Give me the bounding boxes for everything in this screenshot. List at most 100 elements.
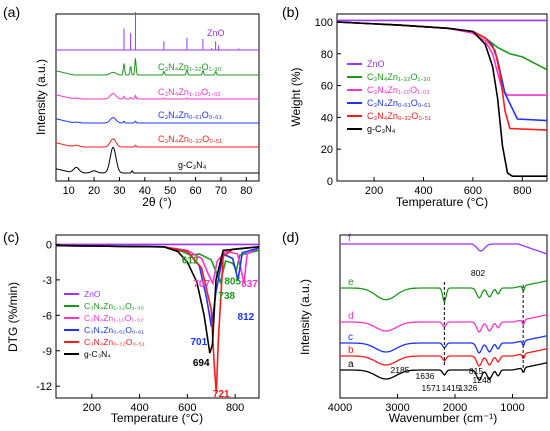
peak-annotation: 2185 [391, 365, 410, 375]
panel-b-x-label: Temperature (°C) [396, 195, 488, 209]
panel-b-label: (b) [282, 4, 299, 20]
panel-d-x-label: Wavenumber (cm⁻¹) [389, 411, 498, 425]
panel-b-legend: ZnO C₃N₄Zn₁.₃₂O₁.₃₀ C₃N₄Zn₁.₁₀O₁.₀₂ C₃N₄Zn₀… [347, 59, 431, 134]
panel-b-series [336, 19, 548, 177]
legend-label: C₃N₄Zn₁.₁₀O₁.₀₂ [158, 87, 221, 97]
panel-d-label: (d) [282, 229, 299, 245]
y-tick-label: 20 [321, 144, 333, 156]
x-tick-label: 600 [178, 402, 196, 414]
y-tick-label: -3 [42, 275, 52, 287]
y-tick-label: 80 [321, 49, 333, 61]
panel-a-x-ticks: 10 20 30 40 50 60 70 80 [63, 177, 252, 197]
series-line [55, 244, 260, 394]
x-tick-label: 800 [226, 402, 244, 414]
series-line [55, 117, 259, 124]
series-line [55, 244, 260, 286]
y-tick-label: -9 [42, 346, 52, 358]
panel-a-y-label: Intensity (a.u.) [34, 59, 48, 135]
series-line [340, 280, 548, 304]
panel-c-series [55, 243, 260, 394]
legend-label: C₃N₄Zn₁.₁₀O₁.₀₂ [84, 313, 143, 323]
y-tick-label: 100 [315, 17, 333, 29]
x-tick-label: 600 [464, 185, 482, 197]
peak-annotation: 721 [213, 389, 230, 400]
y-tick-label: 0 [327, 176, 333, 188]
peak-annotation: 612 [182, 255, 199, 266]
peak-annotation: 805 [224, 277, 241, 288]
x-tick-label: 1000 [500, 402, 524, 414]
x-tick-label: 3000 [385, 402, 409, 414]
legend-label: ZnO [84, 289, 101, 299]
panel-b-y-ticks: 0 20 40 60 80 100 [315, 17, 341, 188]
x-tick-label: 2000 [443, 402, 467, 414]
series-line [336, 21, 547, 177]
panel-c-label: (c) [3, 229, 19, 245]
panel-a-x-label: 2θ (°) [142, 195, 171, 209]
peak-annotation: 694 [193, 358, 210, 369]
series-line [55, 146, 259, 174]
peak-annotation: 701 [190, 337, 207, 348]
x-tick-label: 800 [513, 185, 531, 197]
panel-d-y-label: Intensity (a.u.) [298, 279, 312, 355]
legend-label: C₃N₄Zn₀.₆₁O₀.₆₁ [158, 110, 222, 120]
peak-annotation: 707 [193, 279, 210, 290]
x-tick-label: 80 [240, 185, 252, 197]
y-tick-label: -6 [42, 310, 52, 322]
series-line [55, 138, 259, 148]
peak-annotation: 1636 [416, 371, 435, 381]
peak-annotation: 1415 [442, 383, 461, 393]
peak-annotation: 1248 [473, 375, 492, 385]
legend-label: C₃N₄Zn₀.₆₁O₀.₆₁ [84, 325, 144, 335]
legend-label: C₃N₄Zn₁.₃₂O₁.₃₀ [367, 72, 431, 82]
panel-c-y-ticks: 0 -3 -6 -9 -12 [36, 239, 60, 393]
panel-b: (b) 200 400 600 800 0 20 40 60 80 100 ZnO C₃N₄Zn₁… [282, 4, 548, 209]
series-line [340, 362, 548, 381]
x-tick-label: 30 [113, 185, 125, 197]
panel-b-frame [336, 13, 548, 182]
x-tick-label: 20 [88, 185, 100, 197]
series-label: f [348, 233, 351, 244]
peak-annotation: 837 [241, 279, 258, 290]
peak-annotation: 802 [471, 268, 485, 278]
series-label: b [348, 345, 354, 356]
x-tick-label: 400 [414, 185, 432, 197]
panel-c-legend: ZnO C₃N₄Zn₁.₃₂O₁.₃₀ C₃N₄Zn₁.₁₀O₁.₀₂ C₃N₄Zn₀… [64, 289, 145, 359]
peak-annotation: 1571 [422, 383, 441, 393]
y-tick-label: 0 [46, 239, 52, 251]
x-tick-label: 50 [164, 185, 176, 197]
panel-b-x-ticks: 200 400 600 800 [365, 177, 531, 197]
x-tick-label: 200 [83, 402, 101, 414]
panel-a-label: (a) [3, 4, 20, 20]
legend-label: C₃N₄Zn₀.₃₂O₀.₅₁ [84, 337, 145, 347]
series-label: d [348, 311, 354, 322]
peak-annotation: 812 [238, 312, 255, 323]
legend-label: g-C₃N₄ [367, 124, 396, 134]
series-line [340, 314, 548, 333]
series-label: c [348, 332, 353, 343]
legend-label: C₃N₄Zn₀.₆₁O₀.₆₁ [367, 98, 431, 108]
peak-annotation: 738 [218, 291, 235, 302]
panel-c-y-label: DTG (%/min) [6, 282, 20, 352]
panel-a-series [55, 12, 259, 174]
legend-label: C₃N₄Zn₀.₃₂O₀.₅₁ [158, 134, 222, 144]
panel-a-frame [55, 13, 260, 182]
y-tick-label: -12 [36, 381, 52, 393]
series-line [55, 58, 259, 76]
series-label: a [348, 359, 354, 370]
x-tick-label: 4000 [328, 402, 352, 414]
y-tick-label: 60 [321, 81, 333, 93]
panel-b-y-label: Weight (%) [289, 67, 303, 126]
series-line [340, 348, 548, 367]
legend-label: ZnO [367, 59, 385, 69]
legend-label: C₃N₄Zn₀.₃₂O₀.₅₁ [367, 111, 431, 121]
x-tick-label: 40 [139, 185, 151, 197]
x-tick-label: 200 [365, 185, 383, 197]
x-tick-label: 70 [215, 185, 227, 197]
panel-c-frame [55, 234, 260, 399]
panel-d-x-ticks: 4000 3000 2000 1000 [328, 394, 525, 414]
